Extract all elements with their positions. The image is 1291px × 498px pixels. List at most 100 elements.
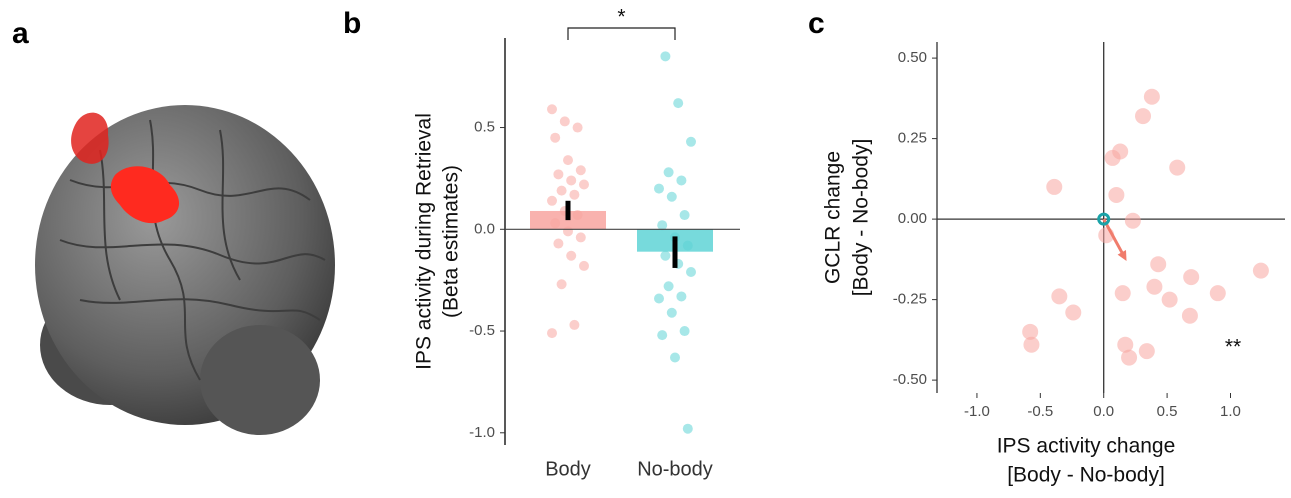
y-tick-label: -0.5 bbox=[469, 322, 495, 339]
data-point bbox=[553, 238, 564, 249]
data-point bbox=[686, 136, 696, 147]
data-point bbox=[686, 267, 696, 278]
data-point bbox=[1143, 88, 1160, 105]
data-point bbox=[676, 291, 687, 302]
arrow-head bbox=[1117, 249, 1127, 261]
data-point bbox=[657, 330, 668, 341]
data-point bbox=[1161, 291, 1178, 308]
y-tick-label: 0.00 bbox=[898, 210, 927, 227]
y-axis-label: (Beta estimates) bbox=[440, 165, 463, 318]
data-point bbox=[654, 183, 664, 194]
data-point bbox=[679, 326, 690, 337]
data-point bbox=[575, 165, 586, 176]
data-point bbox=[1209, 285, 1226, 302]
data-point bbox=[1181, 307, 1198, 324]
data-point bbox=[1046, 178, 1063, 195]
y-tick-label: 0.50 bbox=[898, 49, 927, 66]
panel-label: b bbox=[343, 7, 361, 40]
y-axis-label: [Body - No-body] bbox=[850, 139, 873, 297]
data-point bbox=[559, 116, 570, 127]
y-axis-label: IPS activity during Retrieval bbox=[413, 113, 436, 370]
x-tick-label: -1.0 bbox=[964, 403, 990, 420]
data-point bbox=[547, 195, 557, 206]
panel-label: a bbox=[12, 17, 29, 50]
significance-bracket bbox=[567, 27, 676, 40]
data-point bbox=[575, 232, 586, 243]
data-point bbox=[1114, 285, 1131, 302]
data-point bbox=[1108, 186, 1125, 203]
data-point bbox=[1135, 108, 1152, 125]
data-point bbox=[676, 175, 687, 186]
data-point bbox=[1065, 304, 1082, 321]
y-tick-label: -1.0 bbox=[469, 424, 495, 441]
data-point bbox=[654, 293, 664, 304]
x-tick-label: Body bbox=[545, 458, 591, 480]
sulci bbox=[59, 119, 326, 381]
data-point bbox=[1252, 262, 1269, 279]
data-point bbox=[572, 210, 583, 221]
data-point bbox=[1051, 288, 1068, 305]
data-point bbox=[547, 328, 557, 339]
data-point bbox=[563, 226, 573, 237]
data-point bbox=[579, 179, 589, 190]
x-axis-label: IPS activity change bbox=[997, 435, 1176, 458]
x-tick-label: 0.0 bbox=[1093, 403, 1114, 420]
significance: * bbox=[617, 6, 625, 29]
data-point bbox=[657, 220, 668, 231]
data-point bbox=[663, 281, 674, 292]
data-point bbox=[663, 167, 674, 178]
data-point bbox=[1117, 336, 1134, 353]
y-tick-label: -0.50 bbox=[893, 371, 927, 388]
data-point bbox=[556, 279, 567, 290]
panel-label: c bbox=[808, 7, 825, 40]
data-point bbox=[1104, 149, 1121, 166]
y-tick-label: -0.25 bbox=[893, 291, 927, 308]
data-point bbox=[1022, 323, 1039, 340]
origin-marker bbox=[1097, 212, 1111, 226]
data-point bbox=[569, 189, 580, 200]
data-point bbox=[1023, 336, 1040, 353]
data-point bbox=[556, 185, 567, 196]
data-point bbox=[569, 319, 580, 330]
data-point bbox=[553, 169, 564, 180]
brain-image bbox=[35, 105, 335, 435]
data-point bbox=[1169, 159, 1186, 176]
data-point bbox=[550, 132, 561, 143]
data-point bbox=[547, 104, 557, 115]
data-point bbox=[1150, 256, 1167, 273]
data-point bbox=[1146, 278, 1163, 295]
data-point bbox=[563, 155, 573, 166]
x-tick-label: 0.5 bbox=[1157, 403, 1178, 420]
data-point bbox=[666, 191, 677, 202]
data-point bbox=[1124, 212, 1141, 229]
data-point bbox=[579, 260, 589, 271]
y-axis-label: GCLR change bbox=[822, 151, 845, 284]
data-point bbox=[660, 51, 671, 62]
y-tick-label: 0.25 bbox=[898, 130, 927, 147]
data-point bbox=[670, 352, 680, 363]
activation-blob bbox=[110, 166, 180, 224]
data-point bbox=[1121, 349, 1138, 366]
data-point bbox=[660, 250, 671, 261]
x-axis-label: [Body - No-body] bbox=[1007, 464, 1165, 487]
x-tick-label: 1.0 bbox=[1220, 403, 1241, 420]
data-point bbox=[682, 423, 693, 434]
data-point bbox=[666, 307, 677, 318]
data-point bbox=[550, 218, 561, 229]
data-point bbox=[572, 122, 583, 133]
activation-blob bbox=[71, 112, 109, 164]
data-point bbox=[1183, 269, 1200, 286]
data-point bbox=[679, 210, 690, 221]
significance: ** bbox=[1225, 336, 1241, 359]
data-point bbox=[1138, 343, 1155, 360]
y-tick-label: 0.5 bbox=[474, 119, 495, 136]
data-point bbox=[673, 98, 684, 109]
data-point bbox=[682, 240, 693, 251]
data-point bbox=[566, 250, 577, 261]
temporal-lobe bbox=[200, 325, 320, 435]
x-tick-label: -0.5 bbox=[1027, 403, 1053, 420]
mean-vector bbox=[1102, 218, 1125, 255]
x-tick-label: No-body bbox=[637, 458, 713, 480]
data-point bbox=[566, 175, 577, 186]
